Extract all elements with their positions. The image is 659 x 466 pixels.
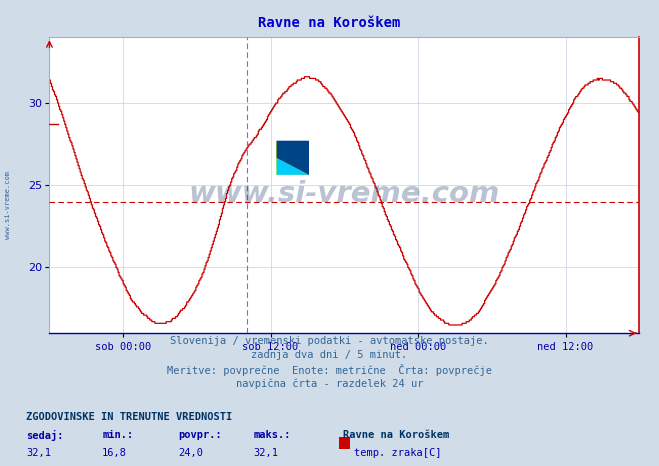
Text: 24,0: 24,0 <box>178 448 203 458</box>
Text: Ravne na Koroškem: Ravne na Koroškem <box>343 430 449 440</box>
Text: www.si-vreme.com: www.si-vreme.com <box>5 171 11 239</box>
Text: Meritve: povprečne  Enote: metrične  Črta: povprečje: Meritve: povprečne Enote: metrične Črta:… <box>167 364 492 377</box>
Text: Slovenija / vremenski podatki - avtomatske postaje.: Slovenija / vremenski podatki - avtomats… <box>170 336 489 346</box>
Polygon shape <box>277 141 309 175</box>
Text: www.si-vreme.com: www.si-vreme.com <box>188 180 500 208</box>
Text: maks.:: maks.: <box>254 430 291 440</box>
Text: sedaj:: sedaj: <box>26 430 64 441</box>
Text: 32,1: 32,1 <box>254 448 279 458</box>
Text: 16,8: 16,8 <box>102 448 127 458</box>
Text: temp. zraka[C]: temp. zraka[C] <box>354 448 442 458</box>
Text: zadnja dva dni / 5 minut.: zadnja dva dni / 5 minut. <box>251 350 408 360</box>
Text: povpr.:: povpr.: <box>178 430 221 440</box>
Text: 32,1: 32,1 <box>26 448 51 458</box>
Text: ZGODOVINSKE IN TRENUTNE VREDNOSTI: ZGODOVINSKE IN TRENUTNE VREDNOSTI <box>26 412 233 422</box>
Polygon shape <box>277 141 309 175</box>
Text: min.:: min.: <box>102 430 133 440</box>
Text: Ravne na Koroškem: Ravne na Koroškem <box>258 16 401 30</box>
Polygon shape <box>277 158 309 175</box>
FancyBboxPatch shape <box>277 141 309 175</box>
Text: navpična črta - razdelek 24 ur: navpična črta - razdelek 24 ur <box>236 378 423 389</box>
